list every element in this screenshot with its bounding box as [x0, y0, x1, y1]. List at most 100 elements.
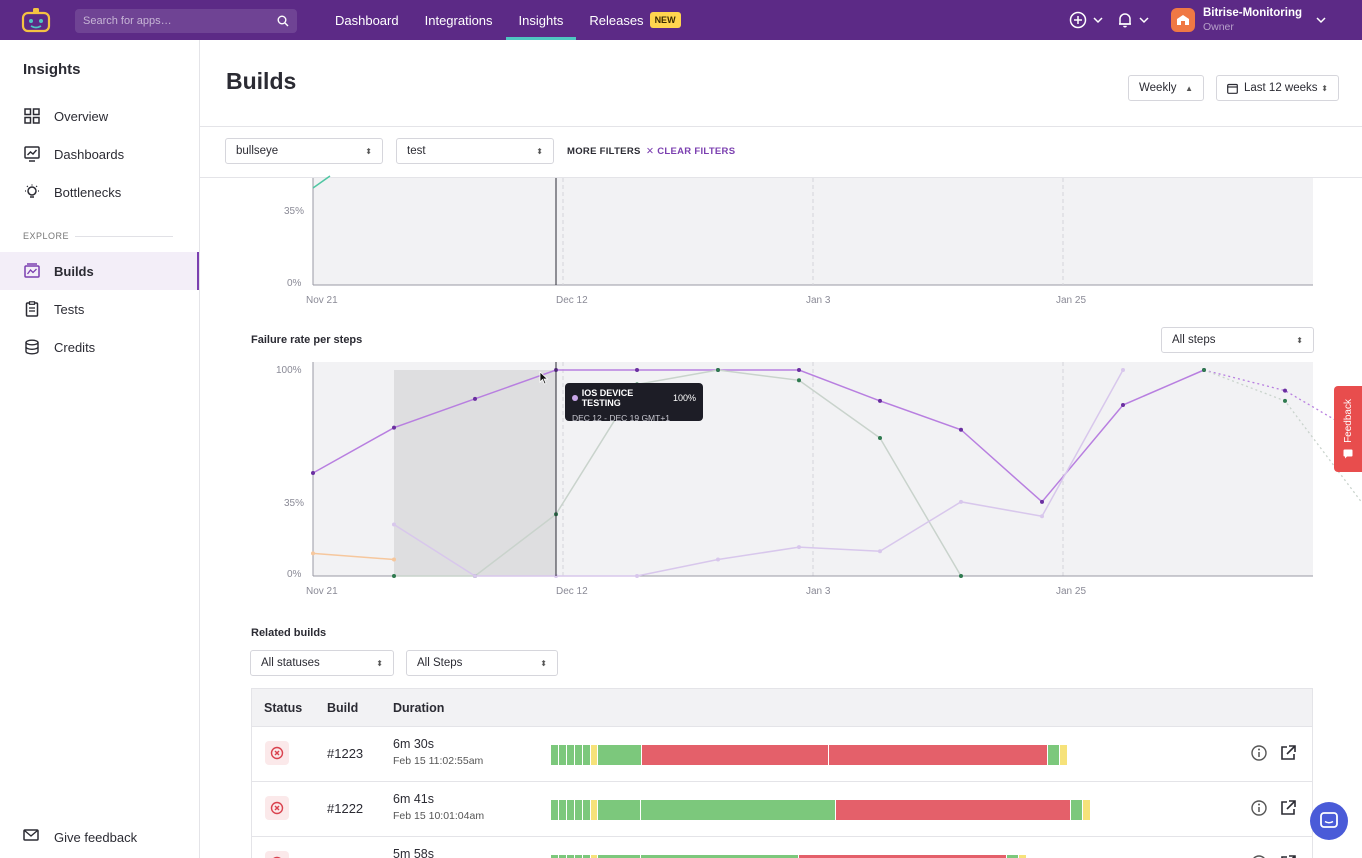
- data-point: [392, 574, 396, 578]
- data-point: [473, 574, 477, 578]
- series-dot: [572, 395, 578, 401]
- step-segment[interactable]: [575, 800, 583, 820]
- step-segment[interactable]: [567, 745, 575, 765]
- table-row[interactable]: #1222 6m 41s Feb 15 10:01:04am: [251, 782, 1313, 837]
- external-link-icon[interactable]: [1279, 854, 1297, 858]
- build-number[interactable]: #1221: [327, 856, 363, 858]
- support-chat-button[interactable]: [1310, 802, 1348, 840]
- external-link-icon[interactable]: [1279, 744, 1297, 762]
- step-segment[interactable]: [1083, 800, 1091, 820]
- sidebar-item-builds[interactable]: Builds: [0, 252, 199, 290]
- data-point: [878, 435, 882, 440]
- give-feedback-link[interactable]: Give feedback: [0, 826, 199, 848]
- clear-filters-button[interactable]: ✕ CLEAR FILTERS: [646, 146, 736, 157]
- nav-integrations[interactable]: Integrations: [424, 12, 493, 28]
- build-number[interactable]: #1222: [327, 801, 364, 816]
- step-segment[interactable]: [641, 855, 799, 858]
- data-point: [311, 471, 315, 475]
- table-row[interactable]: #1223 6m 30s Feb 15 11:02:55am: [251, 727, 1313, 782]
- search-icon[interactable]: [277, 15, 289, 27]
- step-segment[interactable]: [642, 745, 829, 765]
- bitrise-logo-icon[interactable]: [20, 7, 52, 33]
- step-segment[interactable]: [1007, 855, 1019, 858]
- create-menu-button[interactable]: [1069, 11, 1103, 29]
- more-filters-button[interactable]: MORE FILTERS: [567, 146, 641, 157]
- step-segment[interactable]: [567, 855, 575, 858]
- status-filter-select[interactable]: All statuses ⬍: [250, 650, 394, 676]
- step-segment[interactable]: [551, 745, 559, 765]
- step-segment[interactable]: [598, 855, 641, 858]
- step-segment[interactable]: [598, 800, 641, 820]
- sidebar-item-tests[interactable]: Tests: [0, 290, 199, 328]
- step-segment[interactable]: [575, 855, 583, 858]
- explore-divider: [75, 236, 173, 237]
- step-segment[interactable]: [559, 800, 567, 820]
- step-segment[interactable]: [583, 745, 591, 765]
- step-segment[interactable]: [551, 855, 559, 858]
- plus-circle-icon: [1069, 11, 1087, 29]
- nav-dashboard[interactable]: Dashboard: [335, 12, 399, 28]
- app-search[interactable]: [75, 9, 297, 33]
- column-header-status: Status: [264, 701, 303, 715]
- step-segment[interactable]: [559, 745, 567, 765]
- table-row[interactable]: #1221 5m 58s: [251, 837, 1313, 858]
- steps-select[interactable]: All steps ⬍: [1161, 327, 1314, 353]
- workflow-filter-select[interactable]: test ⬍: [396, 138, 554, 164]
- data-point: [959, 574, 963, 578]
- series-line: [394, 369, 962, 577]
- feedback-tab[interactable]: Feedback: [1334, 386, 1362, 472]
- step-segment[interactable]: [799, 855, 1007, 858]
- step-segment[interactable]: [1019, 855, 1027, 858]
- step-segment[interactable]: [591, 855, 598, 858]
- workspace-avatar: [1170, 8, 1195, 32]
- step-timeline-bar[interactable]: [551, 745, 1068, 765]
- step-segment[interactable]: [641, 800, 836, 820]
- period-select[interactable]: Weekly ▲: [1128, 75, 1204, 101]
- step-segment[interactable]: [829, 745, 1048, 765]
- nav-insights[interactable]: Insights: [505, 0, 577, 40]
- data-point: [1040, 499, 1044, 504]
- failed-status-icon: [265, 851, 289, 858]
- step-segment[interactable]: [598, 745, 642, 765]
- step-timeline-bar[interactable]: [551, 800, 1091, 820]
- step-segment[interactable]: [591, 745, 598, 765]
- sidebar-item-overview[interactable]: Overview: [0, 97, 199, 135]
- step-segment[interactable]: [551, 800, 559, 820]
- sidebar-item-bottlenecks[interactable]: Bottlenecks: [0, 173, 199, 211]
- data-point: [1283, 388, 1287, 393]
- build-number[interactable]: #1223: [327, 746, 364, 761]
- builds-icon: [23, 262, 41, 280]
- account-switcher[interactable]: Bitrise-Monitoring Owner: [1170, 6, 1326, 34]
- step-segment[interactable]: [583, 800, 591, 820]
- build-duration: 5m 58s: [393, 847, 434, 858]
- nav-releases[interactable]: Releases NEW: [576, 0, 693, 40]
- notifications-button[interactable]: [1117, 12, 1149, 28]
- data-point: [878, 549, 882, 554]
- y-tick-label: 0%: [287, 569, 302, 580]
- step-segment[interactable]: [1048, 745, 1060, 765]
- info-icon[interactable]: [1250, 854, 1268, 858]
- app-filter-select[interactable]: bullseye ⬍: [225, 138, 383, 164]
- step-segment[interactable]: [1060, 745, 1068, 765]
- steps-filter-select[interactable]: All Steps ⬍: [406, 650, 558, 676]
- step-segment[interactable]: [836, 800, 1071, 820]
- step-segment[interactable]: [575, 745, 583, 765]
- external-link-icon[interactable]: [1279, 799, 1297, 817]
- date-range-select[interactable]: Last 12 weeks ⬍: [1216, 75, 1339, 101]
- sidebar-item-dashboards[interactable]: Dashboards: [0, 135, 199, 173]
- sort-caret-icon: ⬍: [365, 146, 372, 156]
- step-segment[interactable]: [559, 855, 567, 858]
- step-segment[interactable]: [567, 800, 575, 820]
- sidebar-item-credits[interactable]: Credits: [0, 328, 199, 366]
- info-icon[interactable]: [1250, 744, 1268, 762]
- app-search-input[interactable]: [83, 15, 277, 27]
- step-timeline-bar[interactable]: [551, 855, 1027, 858]
- step-segment[interactable]: [583, 855, 591, 858]
- step-segment[interactable]: [591, 800, 598, 820]
- step-segment[interactable]: [1071, 800, 1083, 820]
- column-header-build: Build: [327, 701, 359, 715]
- top-navigation-bar: Dashboard Integrations Insights Releases…: [0, 0, 1362, 40]
- info-icon[interactable]: [1250, 799, 1268, 817]
- failure-rate-chart-title: Failure rate per steps: [251, 334, 363, 346]
